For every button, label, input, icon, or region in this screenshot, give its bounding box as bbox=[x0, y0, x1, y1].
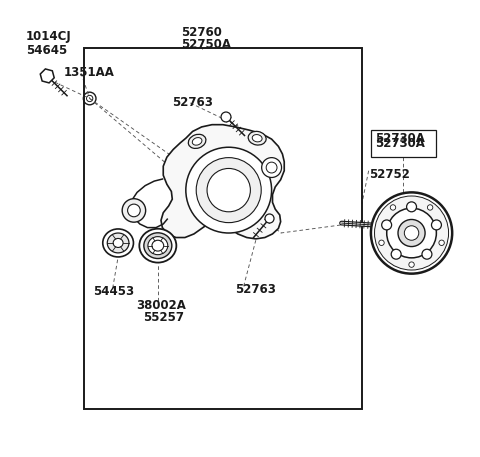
Text: 52760: 52760 bbox=[181, 26, 222, 39]
Circle shape bbox=[266, 162, 277, 173]
Circle shape bbox=[122, 199, 145, 222]
Circle shape bbox=[407, 202, 417, 212]
Text: 1351AA: 1351AA bbox=[64, 66, 115, 79]
Circle shape bbox=[390, 205, 396, 210]
Text: 52752: 52752 bbox=[369, 168, 409, 181]
Bar bbox=[371, 130, 436, 157]
Ellipse shape bbox=[107, 233, 129, 253]
Circle shape bbox=[422, 249, 432, 259]
Text: 52730A: 52730A bbox=[375, 132, 425, 145]
Text: 55257: 55257 bbox=[143, 311, 184, 324]
Text: 54645: 54645 bbox=[25, 44, 67, 57]
Circle shape bbox=[207, 169, 251, 212]
Circle shape bbox=[262, 158, 282, 177]
Ellipse shape bbox=[144, 233, 172, 259]
Circle shape bbox=[221, 112, 231, 122]
Circle shape bbox=[265, 214, 274, 223]
Ellipse shape bbox=[103, 229, 133, 257]
Circle shape bbox=[391, 249, 401, 259]
Ellipse shape bbox=[113, 239, 123, 247]
Ellipse shape bbox=[152, 240, 164, 251]
Bar bbox=[84, 48, 362, 409]
Ellipse shape bbox=[139, 228, 176, 263]
Polygon shape bbox=[40, 69, 54, 83]
Circle shape bbox=[196, 158, 261, 223]
Circle shape bbox=[128, 204, 140, 217]
Ellipse shape bbox=[148, 237, 168, 255]
Text: 52730A: 52730A bbox=[375, 137, 425, 150]
Ellipse shape bbox=[252, 134, 262, 142]
Ellipse shape bbox=[248, 131, 266, 145]
Circle shape bbox=[382, 220, 392, 230]
Circle shape bbox=[398, 219, 425, 247]
Circle shape bbox=[427, 205, 433, 210]
Circle shape bbox=[186, 147, 272, 233]
Ellipse shape bbox=[192, 138, 202, 145]
Circle shape bbox=[84, 92, 96, 105]
Circle shape bbox=[439, 240, 444, 245]
Polygon shape bbox=[161, 125, 284, 239]
Text: 38002A: 38002A bbox=[136, 299, 186, 312]
Ellipse shape bbox=[188, 134, 206, 149]
Circle shape bbox=[379, 240, 384, 245]
Text: 52763: 52763 bbox=[172, 96, 213, 109]
Text: 52750A: 52750A bbox=[181, 38, 231, 51]
Circle shape bbox=[404, 226, 419, 240]
Text: 52763: 52763 bbox=[236, 283, 276, 296]
Circle shape bbox=[409, 262, 414, 267]
Circle shape bbox=[371, 192, 452, 274]
Circle shape bbox=[432, 220, 442, 230]
Circle shape bbox=[387, 208, 436, 258]
Circle shape bbox=[86, 96, 93, 101]
Text: 54453: 54453 bbox=[93, 285, 134, 298]
Circle shape bbox=[374, 196, 449, 270]
Text: 1014CJ: 1014CJ bbox=[25, 30, 72, 43]
